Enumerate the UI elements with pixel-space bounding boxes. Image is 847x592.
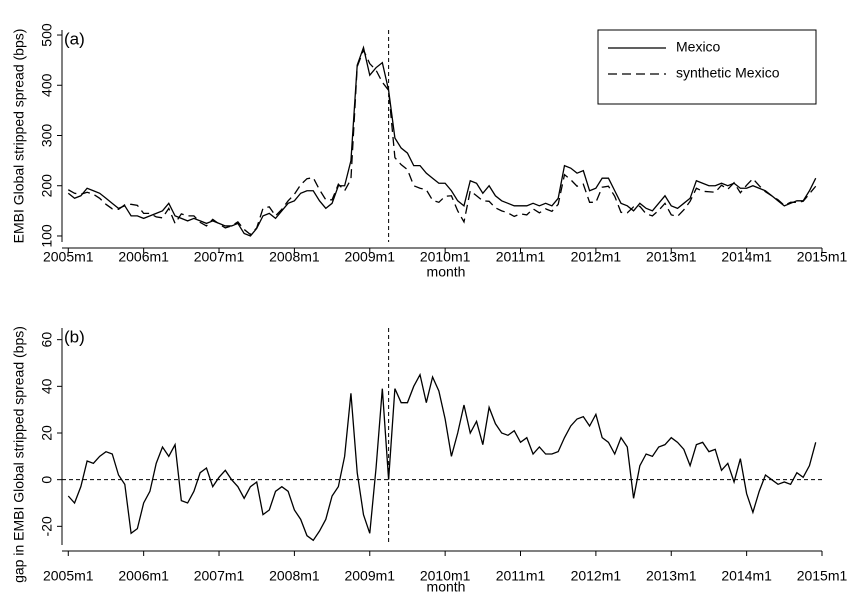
x-tick-label: 2007m1 bbox=[194, 568, 245, 584]
x-tick-label: 2006m1 bbox=[118, 249, 169, 265]
y-tick-label: 0 bbox=[39, 476, 55, 484]
legend-box bbox=[597, 29, 817, 105]
legend-label: synthetic Mexico bbox=[676, 65, 780, 81]
panel-label: (a) bbox=[64, 29, 85, 48]
legend-label: Mexico bbox=[676, 39, 721, 55]
data-line bbox=[67, 48, 817, 236]
x-tick-label: 2009m1 bbox=[344, 568, 395, 584]
x-tick-label: 2015m1 bbox=[797, 568, 847, 584]
x-tick-label: 2007m1 bbox=[194, 249, 245, 265]
y-tick-label: 100 bbox=[39, 224, 55, 248]
x-axis-title: month bbox=[427, 264, 466, 280]
x-tick-label: 2013m1 bbox=[646, 249, 697, 265]
x-tick-label: 2005m1 bbox=[43, 568, 94, 584]
data-line bbox=[67, 372, 817, 542]
y-tick-label: 200 bbox=[39, 174, 55, 198]
x-tick-label: 2005m1 bbox=[43, 249, 94, 265]
x-tick-label: 2013m1 bbox=[646, 568, 697, 584]
x-tick-label: 2011m1 bbox=[496, 249, 546, 265]
x-tick-label: 2008m1 bbox=[269, 568, 320, 584]
y-tick-label: 300 bbox=[39, 124, 55, 148]
x-tick-label: 2014m1 bbox=[721, 568, 772, 584]
y-tick-label: 500 bbox=[39, 23, 55, 47]
x-tick-label: 2012m1 bbox=[571, 568, 622, 584]
y-axis-title: EMBI Global stripped spread (bps) bbox=[11, 29, 27, 244]
x-tick-label: 2010m1 bbox=[420, 568, 471, 584]
x-tick-label: 2009m1 bbox=[344, 249, 395, 265]
x-tick-label: 2006m1 bbox=[118, 568, 169, 584]
data-line bbox=[67, 45, 817, 237]
y-tick-label: -20 bbox=[39, 516, 55, 536]
y-tick-label: 400 bbox=[39, 73, 55, 97]
y-tick-label: 40 bbox=[39, 378, 55, 394]
x-axis-title: month bbox=[427, 579, 466, 592]
y-tick-label: 20 bbox=[39, 425, 55, 441]
y-tick-label: 60 bbox=[39, 332, 55, 348]
x-tick-label: 2010m1 bbox=[420, 249, 471, 265]
y-axis-title: gap in EMBI Global stripped spread (bps) bbox=[11, 326, 27, 583]
panel-label: (b) bbox=[64, 327, 85, 346]
x-tick-label: 2014m1 bbox=[721, 249, 772, 265]
x-tick-label: 2011m1 bbox=[496, 568, 546, 584]
x-tick-label: 2008m1 bbox=[269, 249, 320, 265]
x-tick-label: 2015m1 bbox=[797, 249, 847, 265]
x-tick-label: 2012m1 bbox=[571, 249, 622, 265]
